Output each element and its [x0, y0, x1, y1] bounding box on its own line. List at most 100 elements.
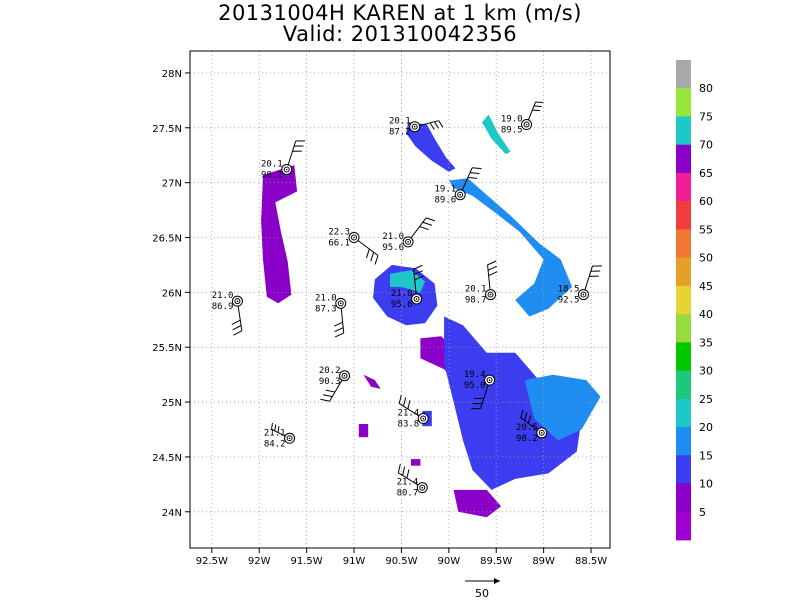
station-temperature: 20.5	[516, 423, 538, 433]
station-marker-inner	[341, 372, 348, 379]
wind-barb-feather	[398, 394, 402, 404]
colorbar-label: 75	[699, 111, 713, 124]
station: 20.198.1	[261, 140, 306, 180]
wind-barb-feather	[406, 469, 410, 479]
wind-barb-feather	[333, 321, 343, 327]
station-marker-inner	[351, 234, 358, 241]
wind-barb-feather	[397, 463, 401, 473]
station: 21.095.6	[382, 217, 436, 253]
station-marker-inner	[286, 435, 293, 442]
wind-barb-feather	[233, 330, 243, 336]
reference-vector: 50	[465, 578, 500, 600]
y-tick-label: 27N	[162, 179, 182, 190]
colorbar-segment	[676, 370, 691, 400]
station-marker-inner	[486, 377, 493, 384]
wind-barb-feather	[231, 319, 241, 325]
station-temperature: 21.1	[264, 428, 286, 438]
colorbar-segment	[676, 314, 691, 343]
wind-barb-feather	[277, 426, 280, 433]
station-temperature: 22.3	[328, 228, 350, 238]
station-humidity: 89.5	[501, 126, 523, 136]
station-humidity: 84.2	[264, 439, 286, 449]
wind-barb-feather	[524, 412, 528, 421]
colorbar-label: 5	[699, 506, 706, 519]
station: 21.184.2	[264, 422, 296, 449]
station-humidity: 98.7	[465, 296, 487, 306]
y-tick-label: 24N	[162, 508, 182, 519]
station-temperature: 20.1	[261, 159, 283, 169]
colorbar-label: 25	[699, 393, 713, 406]
wind-barb-feather	[320, 398, 330, 402]
wind-barb-feather	[271, 422, 273, 430]
colorbar-label: 15	[699, 449, 713, 462]
colorbar-label: 50	[699, 252, 713, 265]
station-marker-inner	[413, 295, 420, 302]
station-marker-dot	[288, 437, 291, 440]
chart-title: 20131004H KAREN at 1 km (m/s)	[218, 1, 582, 25]
x-tick-label: 91.5W	[291, 556, 323, 567]
station: 21.095.6	[391, 264, 424, 310]
colorbar-label: 45	[699, 280, 713, 293]
colorbar-label: 40	[699, 308, 713, 321]
colorbar-label: 20	[699, 421, 713, 434]
station-marker-inner	[420, 415, 427, 422]
y-tick-label: 26N	[162, 288, 182, 299]
station-humidity: 98.1	[261, 170, 283, 180]
wind-barb-feather	[274, 424, 277, 431]
wind-barb-feather	[370, 252, 375, 262]
station-humidity: 95.6	[382, 243, 404, 253]
wind-barb-feather	[232, 325, 242, 331]
station: 22.366.1	[328, 228, 379, 265]
colorbar-segment	[676, 342, 691, 371]
station-temperature: 21.4	[398, 409, 420, 419]
colorbar-label: 10	[699, 478, 713, 491]
reference-label: 50	[475, 587, 489, 600]
wind-barb-feather	[488, 271, 498, 277]
station-temperature: 21.0	[212, 291, 234, 301]
colorbar-segment	[676, 116, 691, 146]
station-marker-inner	[411, 123, 418, 130]
wind-region-east-arc	[448, 178, 573, 317]
station-humidity: 87.2	[389, 128, 411, 138]
station-temperature: 21.0	[315, 293, 337, 303]
wind-barb-feather	[425, 217, 436, 222]
station-marker-dot	[421, 486, 424, 489]
station-marker-dot	[236, 300, 239, 302]
station-marker-inner	[538, 429, 545, 436]
colorbar-label: 80	[699, 82, 713, 95]
station-humidity: 95.0	[464, 381, 486, 391]
station-marker-dot	[459, 193, 462, 196]
wind-barb-feather	[413, 270, 423, 276]
wind-barb-feather	[422, 221, 432, 226]
wind-region-small-purple-2	[363, 374, 381, 389]
wind-barb-feather	[365, 248, 370, 259]
wind-barb-feather	[469, 172, 480, 174]
colorbar-segment	[676, 257, 691, 287]
x-tick-label: 91W	[343, 556, 366, 567]
wind-barb-feather	[403, 397, 407, 407]
wind-barb-feather	[334, 327, 344, 333]
station: 20.198.7	[465, 260, 498, 306]
station: 21.086.9	[212, 291, 243, 336]
colorbar-label: 65	[699, 167, 713, 180]
station-marker-dot	[343, 374, 346, 377]
station-humidity: 86.9	[212, 302, 234, 312]
colorbar-label: 55	[699, 223, 713, 236]
station-temperature: 21.4	[397, 478, 419, 488]
station-temperature: 20.2	[319, 366, 341, 376]
colorbar-segment	[676, 60, 691, 89]
station-temperature: 19.4	[464, 370, 486, 380]
station-marker-inner	[457, 191, 464, 198]
station-humidity: 95.6	[391, 300, 413, 310]
colorbar-label: 70	[699, 139, 713, 152]
station-marker-inner	[419, 484, 426, 491]
station-humidity: 90.3	[319, 377, 341, 387]
station-marker-dot	[422, 417, 425, 420]
plot-border	[189, 50, 611, 549]
station-marker-dot	[285, 168, 288, 171]
colorbar-segment	[676, 511, 691, 541]
wind-barb-feather	[472, 167, 482, 170]
station-humidity: 89.6	[435, 196, 457, 206]
station-marker-inner	[523, 121, 530, 128]
wind-region-far-south-purple	[453, 489, 501, 518]
